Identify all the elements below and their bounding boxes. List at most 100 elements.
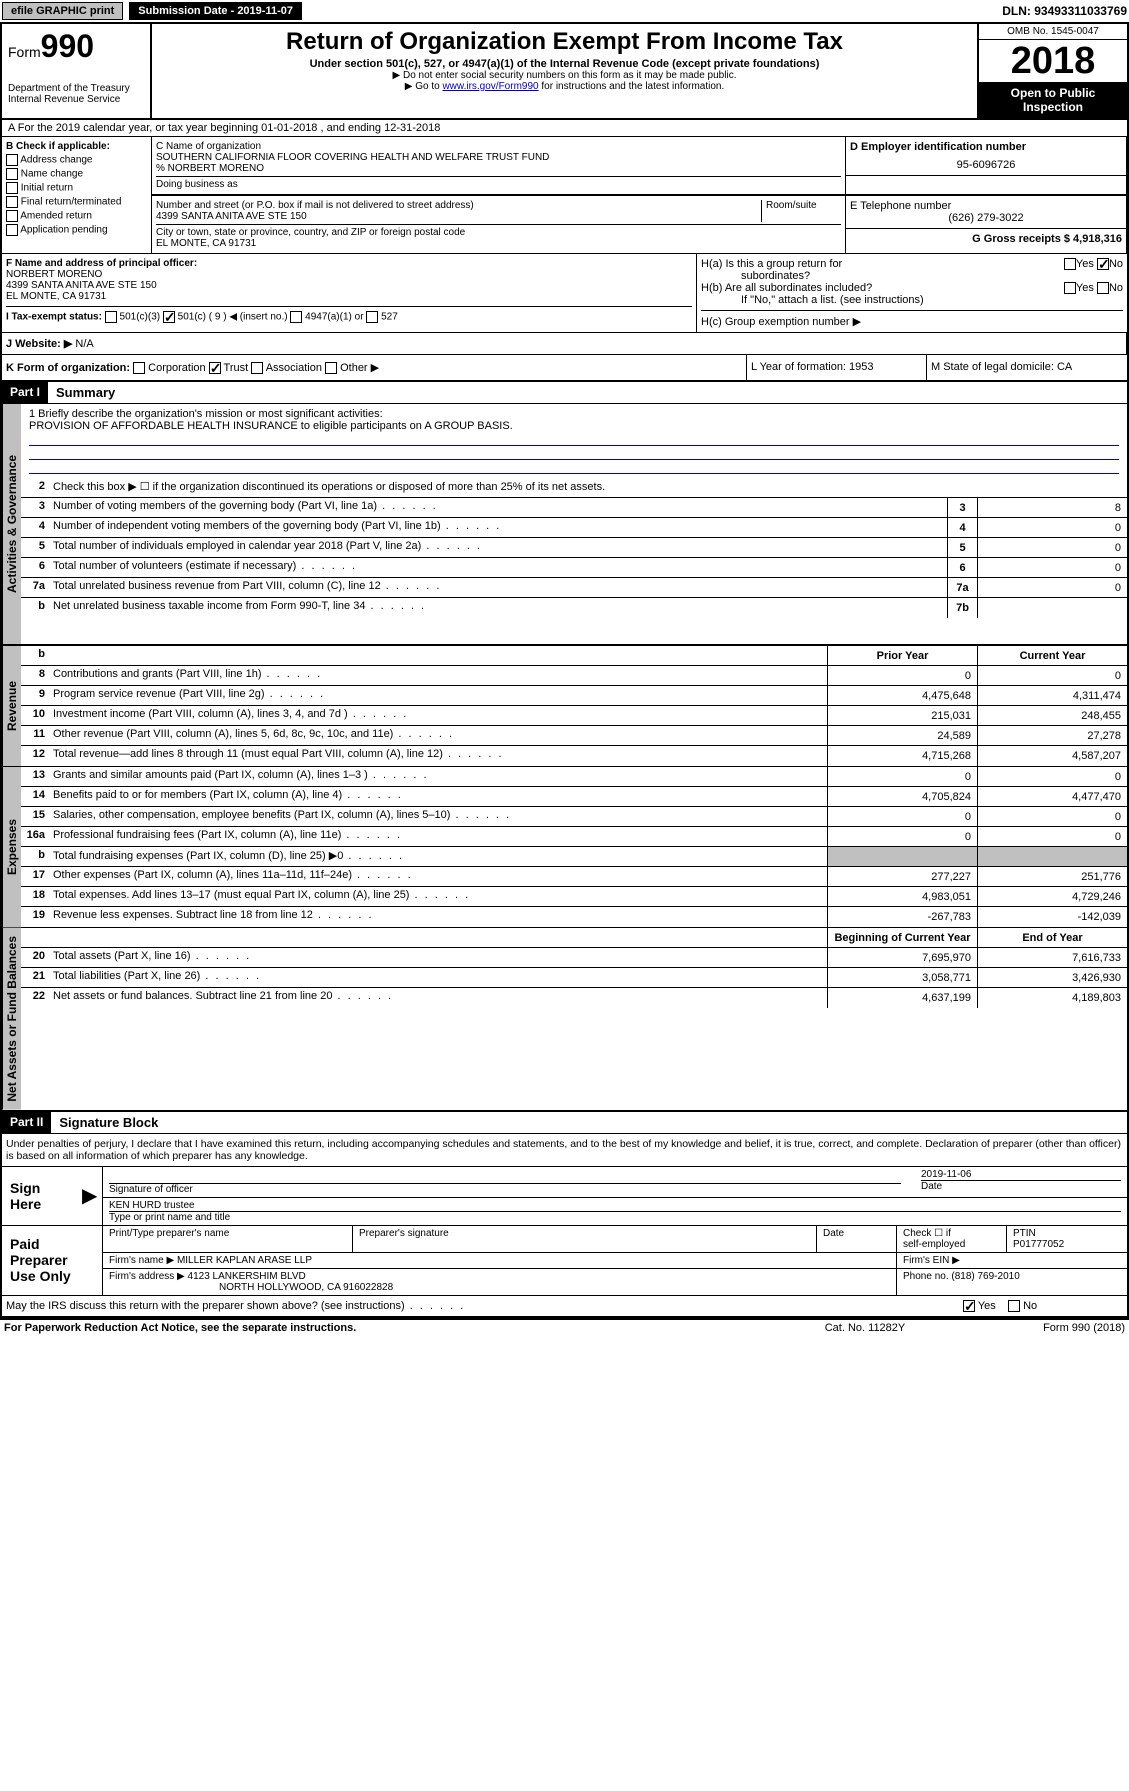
hb-no-checkbox[interactable] xyxy=(1097,282,1109,294)
line-num: b xyxy=(21,598,49,618)
527-checkbox[interactable] xyxy=(366,311,378,323)
line-prior: 0 xyxy=(827,767,977,786)
form-note-1: ▶ Do not enter social security numbers o… xyxy=(156,70,973,81)
colb-checkbox[interactable] xyxy=(6,182,18,194)
mission-a: PROVISION OF AFFORDABLE HEALTH INSURANCE… xyxy=(29,420,1119,432)
prior-year-header: Prior Year xyxy=(827,646,977,665)
org-careof: % NORBERT MORENO xyxy=(156,163,841,174)
line-text: Total revenue—add lines 8 through 11 (mu… xyxy=(49,746,827,766)
line-num: 22 xyxy=(21,988,49,1008)
line-text: Check this box ▶ ☐ if the organization d… xyxy=(49,478,1127,497)
form-title: Return of Organization Exempt From Incom… xyxy=(156,28,973,56)
colb-checkbox[interactable] xyxy=(6,196,18,208)
colb-checkbox[interactable] xyxy=(6,224,18,236)
part2-title: Signature Block xyxy=(51,1112,166,1133)
k-checkbox[interactable] xyxy=(133,362,145,374)
line-num: 16a xyxy=(21,827,49,846)
discuss-q: May the IRS discuss this return with the… xyxy=(6,1300,963,1312)
begin-year-header: Beginning of Current Year xyxy=(827,928,977,947)
line-text: Benefits paid to or for members (Part IX… xyxy=(49,787,827,806)
line-text: Total number of individuals employed in … xyxy=(49,538,947,557)
efile-print-button[interactable]: efile GRAPHIC print xyxy=(2,2,123,20)
k-checkbox[interactable] xyxy=(251,362,263,374)
501c3-checkbox[interactable] xyxy=(105,311,117,323)
line-text: Investment income (Part VIII, column (A)… xyxy=(49,706,827,725)
d-label: D Employer identification number xyxy=(850,141,1122,153)
hb-note: If "No," attach a list. (see instruction… xyxy=(741,294,1123,306)
line-current: 0 xyxy=(977,767,1127,786)
line-num: 18 xyxy=(21,887,49,906)
line-num: 17 xyxy=(21,867,49,886)
line-text: Total liabilities (Part X, line 26) xyxy=(49,968,827,987)
line-text: Total fundraising expenses (Part IX, col… xyxy=(49,847,827,866)
irs-link[interactable]: www.irs.gov/Form990 xyxy=(442,81,538,92)
dba-label: Doing business as xyxy=(156,176,841,190)
line-prior: 24,589 xyxy=(827,726,977,745)
line-text: Program service revenue (Part VIII, line… xyxy=(49,686,827,705)
hc-label: H(c) Group exemption number ▶ xyxy=(701,310,1123,328)
addr-label: Number and street (or P.O. box if mail i… xyxy=(156,200,761,211)
line-prior: 0 xyxy=(827,807,977,826)
line-current: 4,477,470 xyxy=(977,787,1127,806)
part1-title: Summary xyxy=(48,382,123,403)
line-current: 0 xyxy=(977,666,1127,685)
line-num: b xyxy=(21,847,49,866)
g-label: G Gross receipts $ 4,918,316 xyxy=(972,233,1122,245)
omb-number: OMB No. 1545-0047 xyxy=(979,24,1127,40)
ha-no-checkbox[interactable] xyxy=(1097,258,1109,270)
line-text: Other revenue (Part VIII, column (A), li… xyxy=(49,726,827,745)
colb-checkbox[interactable] xyxy=(6,168,18,180)
line-prior: 7,695,970 xyxy=(827,948,977,967)
line-text: Other expenses (Part IX, column (A), lin… xyxy=(49,867,827,886)
prep-h3: Date xyxy=(817,1226,897,1252)
phone: (626) 279-3022 xyxy=(850,212,1122,224)
k-checkbox[interactable] xyxy=(209,362,221,374)
line-prior: 0 xyxy=(827,827,977,846)
line-text: Revenue less expenses. Subtract line 18 … xyxy=(49,907,827,927)
line-current: 0 xyxy=(977,807,1127,826)
line-val: 0 xyxy=(977,518,1127,537)
colb-checkbox[interactable] xyxy=(6,210,18,222)
line-prior: 3,058,771 xyxy=(827,968,977,987)
line-prior: 4,715,268 xyxy=(827,746,977,766)
discuss-yes-checkbox[interactable] xyxy=(963,1300,975,1312)
line-box: 4 xyxy=(947,518,977,537)
footer-catno: Cat. No. 11282Y xyxy=(765,1322,965,1334)
ptin-label: PTIN xyxy=(1013,1228,1121,1239)
vtab-netassets: Net Assets or Fund Balances xyxy=(2,928,21,1110)
arrow-icon: ▶ xyxy=(82,1167,102,1225)
colb-checkbox[interactable] xyxy=(6,154,18,166)
ha-yes-checkbox[interactable] xyxy=(1064,258,1076,270)
4947-checkbox[interactable] xyxy=(290,311,302,323)
end-year-header: End of Year xyxy=(977,928,1127,947)
irs-label: Internal Revenue Service xyxy=(8,94,144,105)
line-val: 0 xyxy=(977,538,1127,557)
hb-yes-checkbox[interactable] xyxy=(1064,282,1076,294)
k-checkbox[interactable] xyxy=(325,362,337,374)
paid-preparer-label: Paid Preparer Use Only xyxy=(2,1226,102,1295)
line-current xyxy=(977,847,1127,866)
line-val: 0 xyxy=(977,558,1127,577)
e-label: E Telephone number xyxy=(850,200,1122,212)
f-label: F Name and address of principal officer: xyxy=(6,258,692,269)
org-addr: 4399 SANTA ANITA AVE STE 150 xyxy=(156,211,761,222)
firm-phone: Phone no. (818) 769-2010 xyxy=(897,1269,1127,1295)
line-current: -142,039 xyxy=(977,907,1127,927)
line-current: 27,278 xyxy=(977,726,1127,745)
501c-checkbox[interactable] xyxy=(163,311,175,323)
line-text: Net assets or fund balances. Subtract li… xyxy=(49,988,827,1008)
line-num: 3 xyxy=(21,498,49,517)
ein: 95-6096726 xyxy=(850,159,1122,171)
officer-addr: 4399 SANTA ANITA AVE STE 150 xyxy=(6,280,692,291)
line-text: Total expenses. Add lines 13–17 (must eq… xyxy=(49,887,827,906)
discuss-no-checkbox[interactable] xyxy=(1008,1300,1020,1312)
line-box: 3 xyxy=(947,498,977,517)
col-b-title: B Check if applicable: xyxy=(6,141,147,152)
ptin-value: P01777052 xyxy=(1013,1239,1121,1250)
line-text: Professional fundraising fees (Part IX, … xyxy=(49,827,827,846)
line-text: Number of independent voting members of … xyxy=(49,518,947,537)
line-box: 7a xyxy=(947,578,977,597)
line-box: 6 xyxy=(947,558,977,577)
line-num: 13 xyxy=(21,767,49,786)
open-public-badge: Open to Public Inspection xyxy=(979,82,1127,118)
